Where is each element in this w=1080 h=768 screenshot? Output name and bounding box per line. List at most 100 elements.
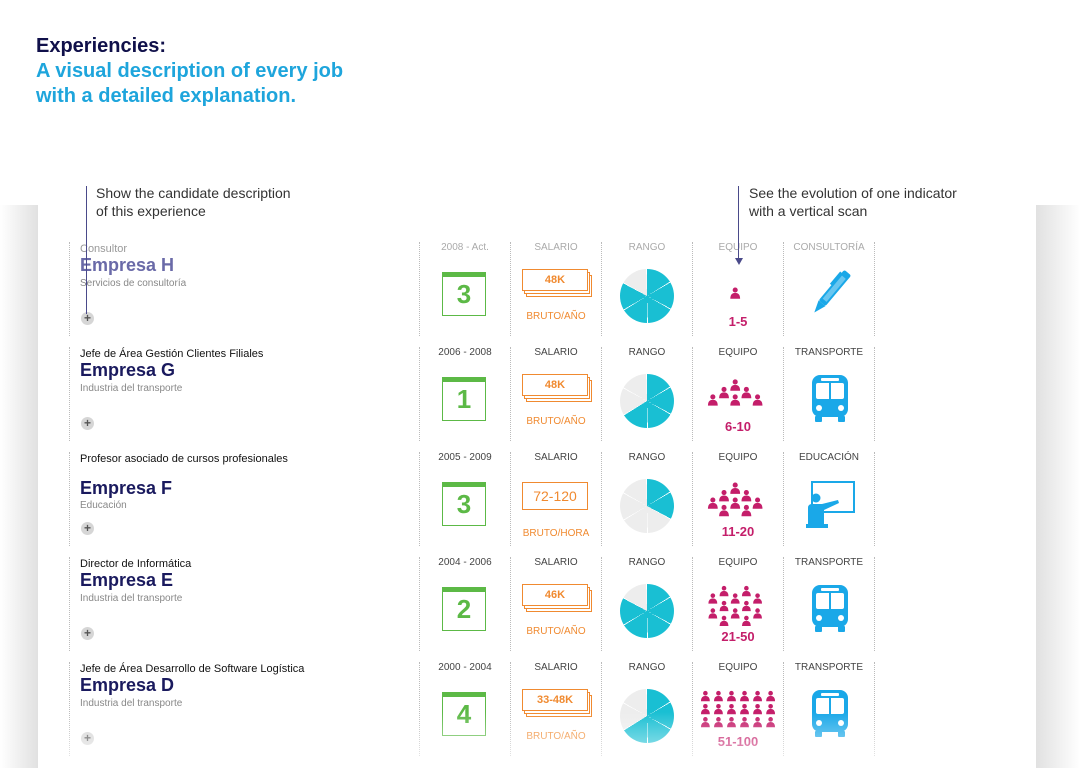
team-size: 1-5 [728,314,748,329]
expand-description-button[interactable]: + [81,627,94,640]
expand-description-button[interactable]: + [81,732,94,745]
range-column: RANGO [601,662,692,756]
page-subtitle-line1: A visual description of every job [36,60,344,82]
team-column: EQUIPO 51-100 [692,662,783,756]
salary-label: SALARIO [534,452,578,463]
category-label: EDUCACIÓN [798,452,859,463]
years-count: 3 [456,279,472,309]
job-role: Jefe de Área Gestión Clientes Filiales [80,348,264,360]
salary-value: 48K [522,269,588,291]
experience-info: Profesor asociado de cursos profesionale… [69,452,410,546]
category-label: TRANSPORTE [794,347,864,358]
calendar-icon: 3 [442,272,486,316]
experience-row: Profesor asociado de cursos profesionale… [38,452,1036,546]
salary-label: SALARIO [534,557,578,568]
range-pie-chart [620,374,674,428]
salary-value: 33-48K [522,689,588,711]
person-group-icon [697,581,779,629]
page-subtitle-line2: with a detailed explanation. [36,85,297,107]
salary-column: SALARIO 48K BRUTO/AÑO [510,242,601,336]
bus-icon [804,369,856,427]
team-column: EQUIPO 6-10 [692,347,783,441]
period-label: 2004 - 2006 [438,557,492,568]
expand-description-button[interactable]: + [81,522,94,535]
salary-unit: BRUTO/AÑO [526,731,586,742]
calendar-icon: 3 [442,482,486,526]
range-label: RANGO [628,452,666,463]
experience-card: Consultor Empresa H Servicios de consultor… [38,212,1036,768]
team-column: EQUIPO 21-50 [692,557,783,651]
salary-label: SALARIO [534,242,578,253]
period-label: 2008 - Act. [441,242,489,253]
range-label: RANGO [628,662,666,673]
category-column: TRANSPORTE [783,347,875,441]
person-group-icon [697,476,779,524]
company-name: Empresa G [80,360,176,380]
salary-column: SALARIO 46K BRUTO/AÑO [510,557,601,651]
calendar-icon: 4 [442,692,486,736]
salary-unit: BRUTO/AÑO [526,626,586,637]
job-role: Profesor asociado de cursos profesionale… [80,453,288,465]
period-label: 2000 - 2004 [438,662,492,673]
category-column: EDUCACIÓN [783,452,875,546]
experience-row: Jefe de Área Desarrollo de Software Logí… [38,662,1036,768]
pen-icon [804,264,856,322]
calendar-icon: 1 [442,377,486,421]
person-group-icon [697,371,779,419]
annotation-left-pointer [86,186,87,314]
annotation-right: See the evolution of one indicator with … [749,184,957,220]
experience-info: Jefe de Área Desarrollo de Software Logí… [69,662,410,756]
range-pie-chart [620,584,674,638]
team-label: EQUIPO [718,662,758,673]
job-role: Jefe de Área Desarrollo de Software Logí… [80,663,305,675]
annotation-right-pointer [738,186,739,260]
category-label: CONSULTORÍA [793,242,865,253]
team-size: 11-20 [721,524,755,539]
years-count: 1 [456,384,472,414]
category-label: TRANSPORTE [794,662,864,673]
person-group-icon [697,266,779,314]
category-column: TRANSPORTE [783,557,875,651]
company-name: Empresa F [80,478,173,498]
company-name: Empresa D [80,675,175,695]
company-name: Empresa H [80,255,175,275]
years-count: 2 [456,594,472,624]
category-column: TRANSPORTE [783,662,875,756]
experience-info: Jefe de Área Gestión Clientes Filiales Em… [69,347,410,441]
calendar-icon: 2 [442,587,486,631]
card-shadow-left [0,205,38,768]
experience-row: Director de Informática Empresa E Industri… [38,557,1036,651]
salary-label: SALARIO [534,662,578,673]
company-sector: Industria del transporte [80,383,183,394]
salary-value: 46K [522,584,588,606]
period-column: 2004 - 2006 2 [419,557,510,651]
period-label: 2006 - 2008 [438,347,492,358]
period-column: 2008 - Act. 3 [419,242,510,336]
salary-column: SALARIO 72-120 BRUTO/HORA [510,452,601,546]
years-count: 4 [456,699,472,729]
salary-stack-icon: 72-120 [522,482,590,512]
company-sector: Servicios de consultoría [80,278,187,289]
salary-unit: BRUTO/HORA [522,528,590,539]
salary-stack-icon: 48K [522,374,592,404]
bus-icon [804,579,856,637]
company-sector: Educación [80,500,127,511]
salary-unit: BRUTO/AÑO [526,311,586,322]
card-shadow-right [1036,205,1080,768]
expand-description-button[interactable]: + [81,417,94,430]
expand-description-button[interactable]: + [81,312,94,325]
job-role: Director de Informática [80,558,192,570]
annotation-right-line2: with a vertical scan [749,203,868,219]
page-heading: Experiencies: A visual description of ev… [36,34,343,109]
experience-info: Director de Informática Empresa E Industri… [69,557,410,651]
person-group-icon [697,686,779,734]
category-label: TRANSPORTE [794,557,864,568]
company-sector: Industria del transporte [80,698,183,709]
range-label: RANGO [628,557,666,568]
period-column: 2000 - 2004 4 [419,662,510,756]
annotation-right-arrow [735,258,743,265]
annotation-left: Show the candidate description of this e… [96,184,291,220]
annotation-left-line1: Show the candidate description [96,185,291,201]
range-column: RANGO [601,452,692,546]
annotation-right-line1: See the evolution of one indicator [749,185,957,201]
